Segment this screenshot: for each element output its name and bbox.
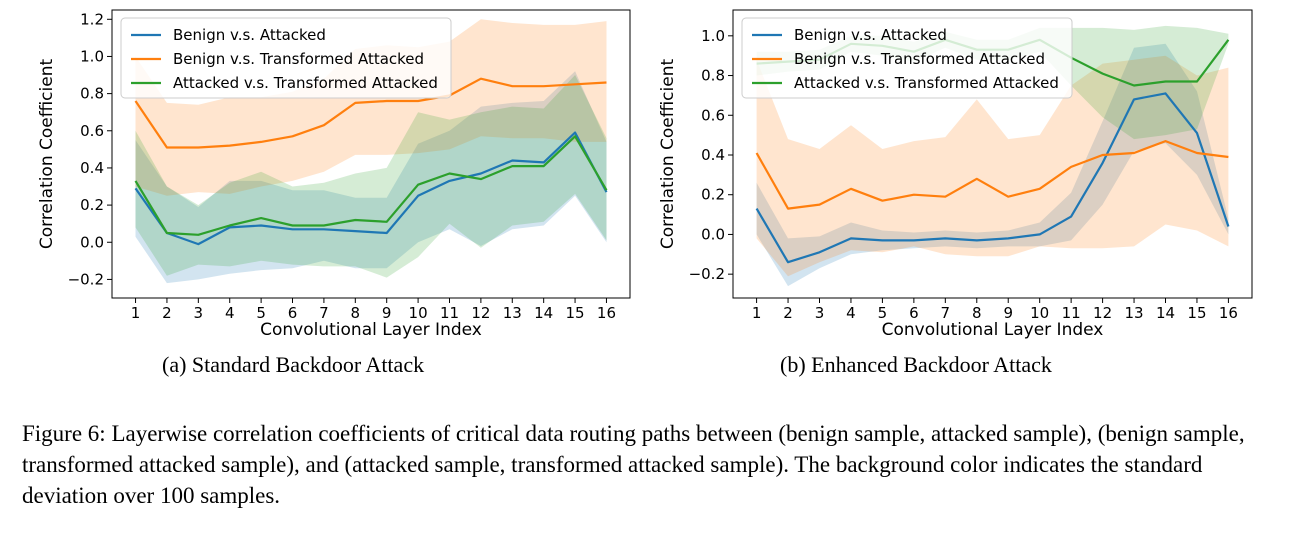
y-tick-label: 0.8 bbox=[80, 85, 104, 103]
legend-entry: Benign v.s. Attacked bbox=[173, 26, 326, 44]
y-tick-label: 0.0 bbox=[80, 233, 104, 251]
x-tick-label: 1 bbox=[131, 304, 141, 322]
x-tick-label: 8 bbox=[351, 304, 361, 322]
y-axis-label: Correlation Coefficient bbox=[37, 59, 57, 250]
x-tick-label: 16 bbox=[1219, 304, 1238, 322]
y-tick-label: 1.0 bbox=[80, 47, 104, 65]
y-tick-label: 0.2 bbox=[701, 186, 725, 204]
x-tick-label: 6 bbox=[288, 304, 298, 322]
y-tick-label: 0.6 bbox=[701, 106, 725, 124]
std-band-series-1 bbox=[756, 55, 1229, 277]
line-series-2 bbox=[134, 135, 608, 236]
x-tick-label: 11 bbox=[1062, 304, 1081, 322]
line-series-0 bbox=[134, 131, 608, 246]
legend-entry: Attacked v.s. Transformed Attacked bbox=[173, 74, 438, 92]
subcaption-b: (b) Enhanced Backdoor Attack bbox=[780, 352, 1052, 377]
x-tick-label: 14 bbox=[1156, 304, 1175, 322]
x-tick-label: 4 bbox=[225, 304, 235, 322]
std-band-series-0 bbox=[756, 43, 1229, 287]
y-tick-label: 0.6 bbox=[80, 122, 104, 140]
figure-charts: 1 2 3 4 5 6 7 8 9 10 11 12 13 14 15 16−0.20.00.20.40.60… bbox=[37, 9, 1253, 340]
x-tick-label: 7 bbox=[941, 304, 951, 322]
x-tick-label: 7 bbox=[319, 304, 329, 322]
x-tick-label: 3 bbox=[815, 304, 825, 322]
line-series-1 bbox=[755, 140, 1229, 210]
x-axis-label: Convolutional Layer Index bbox=[260, 320, 482, 340]
legend-box bbox=[120, 17, 452, 99]
y-tick-label: 0.4 bbox=[701, 146, 725, 164]
x-axis-label: Convolutional Layer Index bbox=[882, 320, 1104, 340]
x-tick-label: 12 bbox=[1093, 304, 1112, 322]
line-series-1 bbox=[134, 77, 607, 149]
legend-entry: Attacked v.s. Transformed Attacked bbox=[794, 74, 1059, 92]
y-tick-label: 1.0 bbox=[701, 27, 725, 45]
std-band-series-1 bbox=[135, 19, 607, 196]
legend-entry: Benign v.s. Attacked bbox=[794, 26, 947, 44]
x-tick-label: 15 bbox=[566, 304, 585, 322]
x-tick-label: 14 bbox=[534, 304, 553, 322]
legend-entry: Benign v.s. Transformed Attacked bbox=[173, 50, 424, 68]
std-band-series-0 bbox=[135, 71, 607, 284]
x-tick-label: 15 bbox=[1187, 304, 1206, 322]
y-tick-label: 0.0 bbox=[701, 225, 725, 243]
y-axis-label: Correlation Coefficient bbox=[658, 59, 678, 250]
x-tick-label: 12 bbox=[471, 304, 490, 322]
chart-0: 1 2 3 4 5 6 7 8 9 10 11 12 13 14 15 16−0.20.00.20.40.60… bbox=[37, 9, 631, 340]
x-tick-label: 11 bbox=[440, 304, 459, 322]
x-tick-label: 13 bbox=[503, 304, 522, 322]
x-tick-label: 10 bbox=[409, 304, 428, 322]
x-tick-label: 9 bbox=[1003, 304, 1013, 322]
chart-1: 1 2 3 4 5 6 7 8 9 10 11 12 13 14 15 16−0.20.00.20.40.60… bbox=[658, 9, 1253, 340]
x-tick-label: 2 bbox=[162, 304, 172, 322]
x-tick-label: 9 bbox=[382, 304, 392, 322]
legend: Benign v.s. Attacked Benign v.s. Transfor… bbox=[741, 17, 1073, 99]
x-tick-label: 2 bbox=[783, 304, 793, 322]
y-tick-label: −0.2 bbox=[689, 265, 725, 283]
line-series-0 bbox=[755, 92, 1230, 264]
x-tick-label: 1 bbox=[752, 304, 762, 322]
x-tick-label: 4 bbox=[846, 304, 856, 322]
legend-entry: Benign v.s. Transformed Attacked bbox=[794, 50, 1045, 68]
y-tick-label: 0.2 bbox=[80, 196, 104, 214]
x-tick-label: 13 bbox=[1124, 304, 1143, 322]
x-tick-label: 16 bbox=[597, 304, 616, 322]
y-tick-label: 0.8 bbox=[701, 67, 725, 85]
x-tick-label: 5 bbox=[878, 304, 888, 322]
plot-frame bbox=[111, 9, 631, 299]
legend-box bbox=[741, 17, 1073, 99]
x-tick-label: 6 bbox=[909, 304, 919, 322]
x-tick-label: 10 bbox=[1030, 304, 1049, 322]
x-tick-label: 8 bbox=[972, 304, 982, 322]
y-tick-label: −0.2 bbox=[68, 270, 104, 288]
x-tick-label: 3 bbox=[194, 304, 204, 322]
legend: Benign v.s. Attacked Benign v.s. Transfor… bbox=[120, 17, 452, 99]
y-tick-label: 0.4 bbox=[80, 159, 104, 177]
figure-caption: Figure 6: Layerwise correlation coeffici… bbox=[22, 421, 1245, 508]
plot-frame bbox=[732, 9, 1253, 299]
y-tick-label: 1.2 bbox=[80, 10, 104, 28]
subcaption-a: (a) Standard Backdoor Attack bbox=[162, 352, 425, 377]
x-tick-label: 5 bbox=[256, 304, 266, 322]
